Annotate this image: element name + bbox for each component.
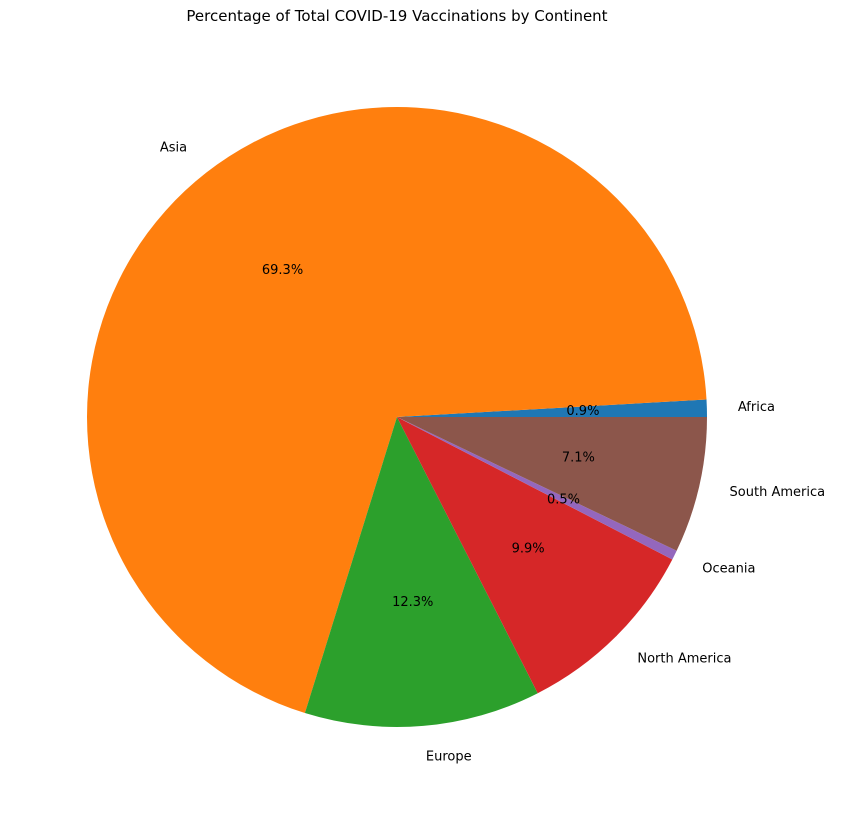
category-labels: Africa Asia Europe North America Oceania Sout… — [160, 141, 825, 765]
category-label-oceania: Oceania — [702, 561, 755, 576]
category-label-africa: Africa — [738, 400, 775, 415]
chart-title: Percentage of Total COVID-19 Vaccination… — [186, 7, 607, 25]
percentage-label-africa: 0.9% — [566, 404, 599, 419]
pie-slice-north-america — [397, 417, 673, 694]
percentage-labels: 0.9% 69.3% 12.3% 9.9% 0.5% 7.1% — [262, 263, 600, 610]
pie-slice-oceania — [397, 417, 677, 560]
percentage-label-europe: 12.3% — [392, 595, 433, 610]
category-label-north-america: North America — [637, 651, 731, 666]
percentage-label-asia: 69.3% — [262, 263, 303, 278]
percentage-label-north-america: 9.9% — [512, 541, 545, 556]
category-label-asia: Asia — [160, 141, 187, 156]
pie-slice-africa — [397, 399, 707, 417]
pie-slice-europe — [304, 417, 538, 728]
pie-slices — [86, 106, 707, 728]
category-label-south-america: South America — [730, 485, 826, 500]
category-label-europe: Europe — [426, 749, 472, 764]
percentage-label-oceania: 0.5% — [547, 492, 580, 507]
pie-slice-south-america — [397, 417, 707, 551]
pie-slice-asia — [86, 106, 707, 714]
percentage-label-south-america: 7.1% — [562, 451, 595, 466]
